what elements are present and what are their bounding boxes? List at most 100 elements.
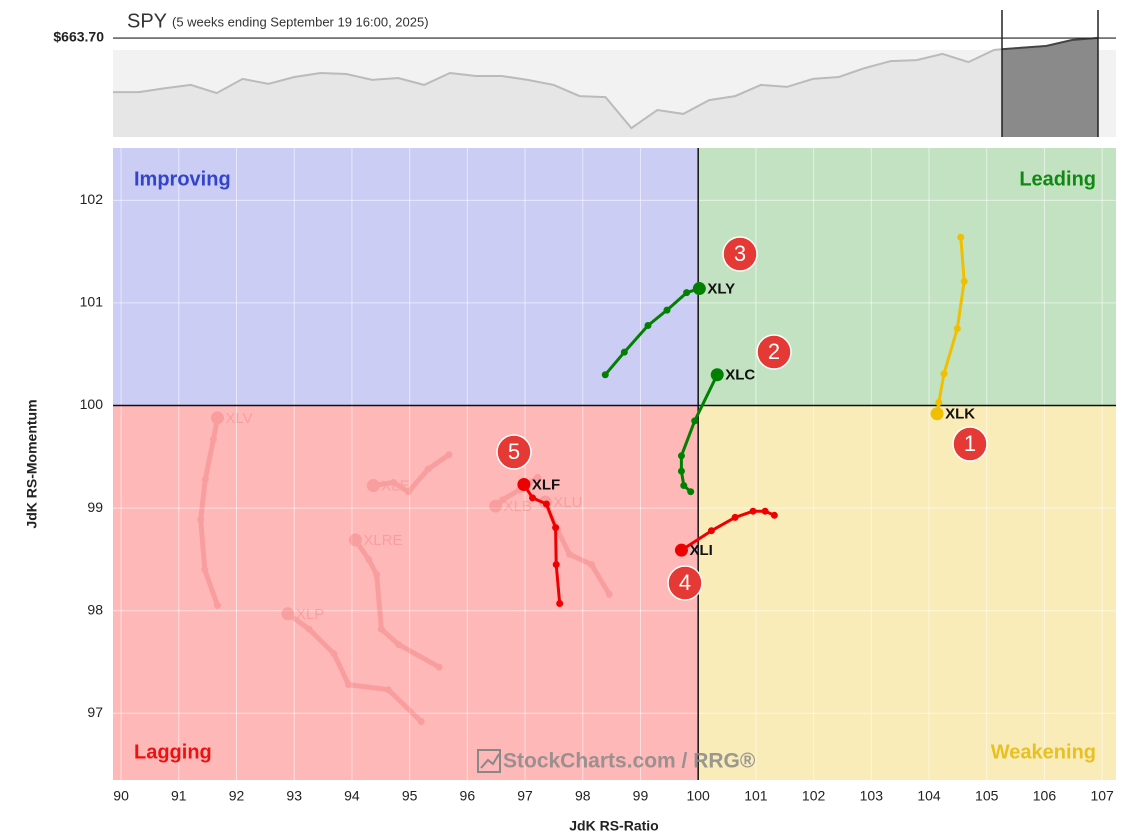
trail-head [517, 478, 531, 492]
trail-point [953, 325, 961, 333]
trail-head [692, 282, 706, 296]
trail-line [372, 452, 451, 495]
trail-point [213, 602, 221, 610]
trail-point [587, 561, 595, 569]
trail-point [677, 467, 685, 475]
sector-trail: XLF [517, 476, 564, 608]
sector-label: XLC [725, 367, 755, 384]
annotation-number: 4 [679, 570, 691, 595]
trail-point [935, 398, 943, 406]
trail-point [761, 507, 769, 515]
trail-point [731, 513, 739, 521]
sector-label: XLV [225, 410, 252, 427]
x-tick-label: 96 [460, 788, 476, 804]
trail-point [677, 452, 685, 460]
sector-label: XLP [296, 606, 324, 623]
trail-head [930, 407, 944, 421]
sector-trail: XLP [281, 606, 425, 726]
trail-point [424, 465, 432, 473]
sector-trail: XLK [930, 233, 975, 423]
trail-point [365, 555, 373, 563]
trail-head [348, 533, 362, 547]
x-tick-label: 92 [229, 788, 245, 804]
trail-point [556, 600, 564, 608]
annotation-badge [756, 334, 792, 370]
trail-point [534, 473, 542, 481]
x-tick-label: 95 [402, 788, 418, 804]
sector-label: XLU [553, 494, 582, 511]
trail-point [404, 488, 412, 496]
trail-line [286, 611, 423, 724]
trail-point [680, 482, 688, 490]
trail-point [620, 348, 628, 356]
x-tick-label: 90 [113, 788, 129, 804]
trail-point [663, 306, 671, 314]
quadrant-label: Weakening [991, 741, 1096, 763]
x-tick-label: 100 [686, 788, 710, 804]
trail-point [749, 507, 757, 515]
x-tick-label: 94 [344, 788, 360, 804]
x-tick-label: 93 [286, 788, 302, 804]
trail-head [710, 368, 724, 382]
sector-trail: XLI [674, 507, 778, 559]
x-tick-label: 104 [917, 788, 941, 804]
trail-point [529, 494, 537, 502]
x-axis-title: JdK RS-Ratio [569, 818, 658, 834]
trail-point [377, 625, 385, 633]
trail-line [198, 417, 220, 607]
x-tick-label: 102 [802, 788, 826, 804]
trail-point [542, 500, 550, 508]
trail-point [644, 321, 652, 329]
trail-point [960, 277, 968, 285]
sector-label: XLRE [363, 532, 402, 549]
trail-head [281, 607, 295, 621]
y-tick-label: 97 [87, 704, 103, 720]
trail-point [445, 451, 453, 459]
trail-point [552, 524, 560, 532]
trail-point [201, 566, 209, 574]
sector-label: XLB [504, 498, 532, 515]
trail-point [201, 475, 209, 483]
watermark: StockCharts.com / RRG® [503, 750, 756, 773]
trail-point [552, 561, 560, 569]
annotation-number: 3 [734, 241, 746, 266]
trail-point [601, 371, 609, 379]
x-tick-label: 107 [1090, 788, 1114, 804]
trail-head [366, 479, 380, 493]
trail-point [305, 625, 313, 633]
trail-point [957, 233, 965, 241]
trail-head [210, 411, 224, 425]
y-axis-title: JdK RS-Momentum [24, 399, 40, 528]
x-tick-label: 99 [633, 788, 649, 804]
sector-trail: XLC [677, 367, 755, 496]
trail-point [499, 496, 507, 504]
trail-point [417, 718, 425, 726]
sector-label: XLK [945, 406, 975, 423]
y-tick-label: 99 [87, 499, 103, 515]
chart-subtitle: (5 weeks ending September 19 16:00, 2025… [172, 14, 429, 29]
trail-point [197, 515, 205, 523]
trail-point [691, 417, 699, 425]
quadrant-label: Lagging [134, 741, 212, 763]
annotation-number: 1 [964, 431, 976, 456]
y-tick-label: 98 [87, 601, 103, 617]
sector-label: XLY [707, 281, 735, 298]
x-tick-label: 101 [744, 788, 768, 804]
sector-trail: XLRE [348, 532, 443, 671]
x-tick-label: 91 [171, 788, 187, 804]
trail-point [395, 641, 403, 649]
y-tick-label: 101 [80, 294, 104, 310]
watermark-icon [477, 749, 501, 773]
price-window-area [1002, 38, 1098, 137]
quadrant-label: Leading [1019, 168, 1096, 190]
trail-point [389, 478, 397, 486]
price-area [113, 38, 1098, 137]
annotation-badge [952, 426, 988, 462]
quadrant-label: Improving [134, 168, 231, 190]
sector-label: XLE [381, 478, 409, 495]
sector-trail: XLV [197, 410, 253, 610]
trail-point [435, 663, 443, 671]
trail-point [687, 488, 695, 496]
x-tick-label: 105 [975, 788, 999, 804]
